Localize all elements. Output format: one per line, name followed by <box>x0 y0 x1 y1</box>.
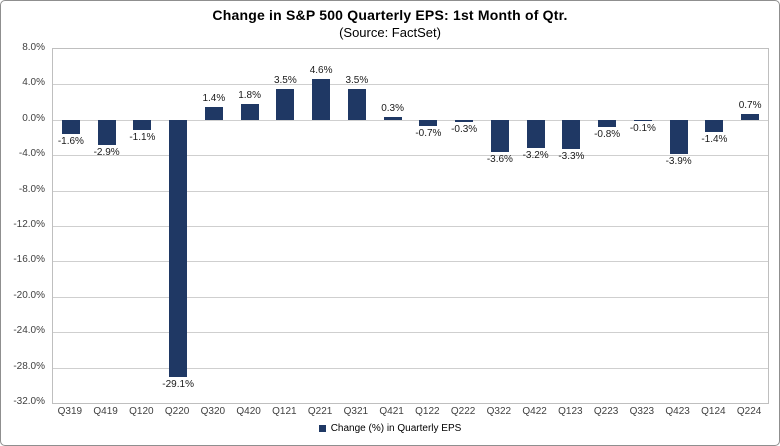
gridline <box>53 155 768 157</box>
gridline <box>53 261 768 263</box>
bar-q221 <box>312 79 331 120</box>
bar-data-label: -3.3% <box>558 151 585 162</box>
bar-data-label: 4.6% <box>309 65 333 77</box>
bar-q322 <box>490 119 509 152</box>
gridline <box>53 226 768 227</box>
gridline <box>53 367 768 369</box>
bar-data-label: 3.5% <box>345 74 369 86</box>
bar-q224 <box>741 113 760 120</box>
y-axis-tick-label: -32.0% <box>13 396 45 407</box>
x-axis-tick-label: Q319 <box>57 406 83 417</box>
gridline <box>53 296 768 298</box>
x-axis-tick-label: Q323 <box>629 406 655 417</box>
bar-q122 <box>419 119 438 126</box>
bar-data-label: -1.1% <box>129 131 156 143</box>
x-axis-tick-label: Q122 <box>415 406 440 417</box>
x-axis-tick-label: Q223 <box>593 406 619 417</box>
bar-q319 <box>61 119 80 134</box>
legend-marker-square <box>318 425 326 432</box>
bar-data-label: 1.4% <box>202 93 226 105</box>
bar-q123 <box>562 119 581 149</box>
bar-data-label: -2.9% <box>93 147 120 159</box>
legend: Change (%) in Quarterly EPS <box>1 423 779 434</box>
plot-area: -1.6% -2.9% -1.1% -29.1% 1.4% 1.8% 3.5% 4.6% 3.5… <box>52 48 769 404</box>
bar-data-label: 0.3% <box>381 103 405 115</box>
bar-q121 <box>276 88 295 120</box>
y-axis-tick-label: 8.0% <box>22 42 45 53</box>
bar-q124 <box>705 119 724 133</box>
y-axis-tick-label: 0.0% <box>22 112 45 124</box>
y-axis-tick-label: -20.0% <box>13 289 45 301</box>
x-axis-tick-label: Q120 <box>129 406 154 417</box>
bar-data-label: -29.1% <box>162 379 194 391</box>
bar-q120 <box>133 119 152 130</box>
bar-q420 <box>240 103 259 120</box>
x-axis-tick-label: Q420 <box>236 406 261 417</box>
x-axis-tick-label: Q221 <box>307 406 333 417</box>
x-axis-tick-label: Q421 <box>379 406 404 417</box>
y-axis-tick-label: -8.0% <box>18 183 45 195</box>
bar-data-label: -0.3% <box>451 124 478 136</box>
bar-data-label: -0.1% <box>629 122 656 134</box>
y-axis-tick-label: -12.0% <box>13 219 45 230</box>
bar-data-label: -3.9% <box>665 156 692 168</box>
x-axis-tick-label: Q320 <box>200 406 226 417</box>
bar-q422 <box>526 119 545 149</box>
bar-q320 <box>204 107 223 120</box>
x-axis-tick-label: Q124 <box>701 406 726 417</box>
bar-q323 <box>633 119 652 121</box>
gridline <box>53 332 768 334</box>
x-axis-tick-label: Q123 <box>558 406 583 417</box>
gridline <box>53 119 768 121</box>
bar-data-label: -3.6% <box>486 153 513 165</box>
bar-q423 <box>669 119 688 155</box>
y-axis-tick-label: 4.0% <box>22 77 45 89</box>
x-axis-tick-label: Q222 <box>450 406 476 417</box>
bar-data-label: -0.8% <box>594 128 621 140</box>
bar-data-label: -3.2% <box>522 150 549 162</box>
chart-title: Change in S&P 500 Quarterly EPS: 1st Mon… <box>212 7 568 23</box>
x-axis-tick-label: Q322 <box>486 406 512 417</box>
y-axis-tick-label: -28.0% <box>13 360 45 372</box>
x-axis-tick-label: Q224 <box>736 406 762 417</box>
gridline <box>53 84 768 86</box>
x-axis-tick-label: Q419 <box>93 406 118 417</box>
bar-data-label: 1.8% <box>238 89 262 101</box>
y-axis-tick-label: -24.0% <box>13 325 45 337</box>
x-axis-tick-label: Q220 <box>164 406 190 417</box>
legend-label: Change (%) in Quarterly EPS <box>330 423 462 434</box>
bar-data-label: 0.7% <box>738 99 762 111</box>
bar-data-label: -1.6% <box>57 135 84 147</box>
bar-q419 <box>97 119 116 146</box>
bar-q220 <box>169 119 188 378</box>
chart-subtitle: (Source: FactSet) <box>339 25 441 40</box>
x-axis-tick-label: Q121 <box>272 406 297 417</box>
bar-data-label: -1.4% <box>701 134 728 146</box>
y-axis-tick-label: -16.0% <box>13 254 45 266</box>
bar-q321 <box>347 88 366 120</box>
bar-q223 <box>598 119 617 127</box>
bar-data-label: -0.7% <box>415 127 442 139</box>
x-axis-tick-label: Q321 <box>343 406 369 417</box>
x-axis-tick-label: Q423 <box>665 406 690 417</box>
x-axis-tick-label: Q422 <box>522 406 547 417</box>
y-axis-tick-label: -4.0% <box>18 148 45 160</box>
bar-q421 <box>383 117 402 120</box>
gridline <box>53 190 768 192</box>
bar-data-label: 3.5% <box>273 74 297 86</box>
bar-q222 <box>455 119 474 123</box>
